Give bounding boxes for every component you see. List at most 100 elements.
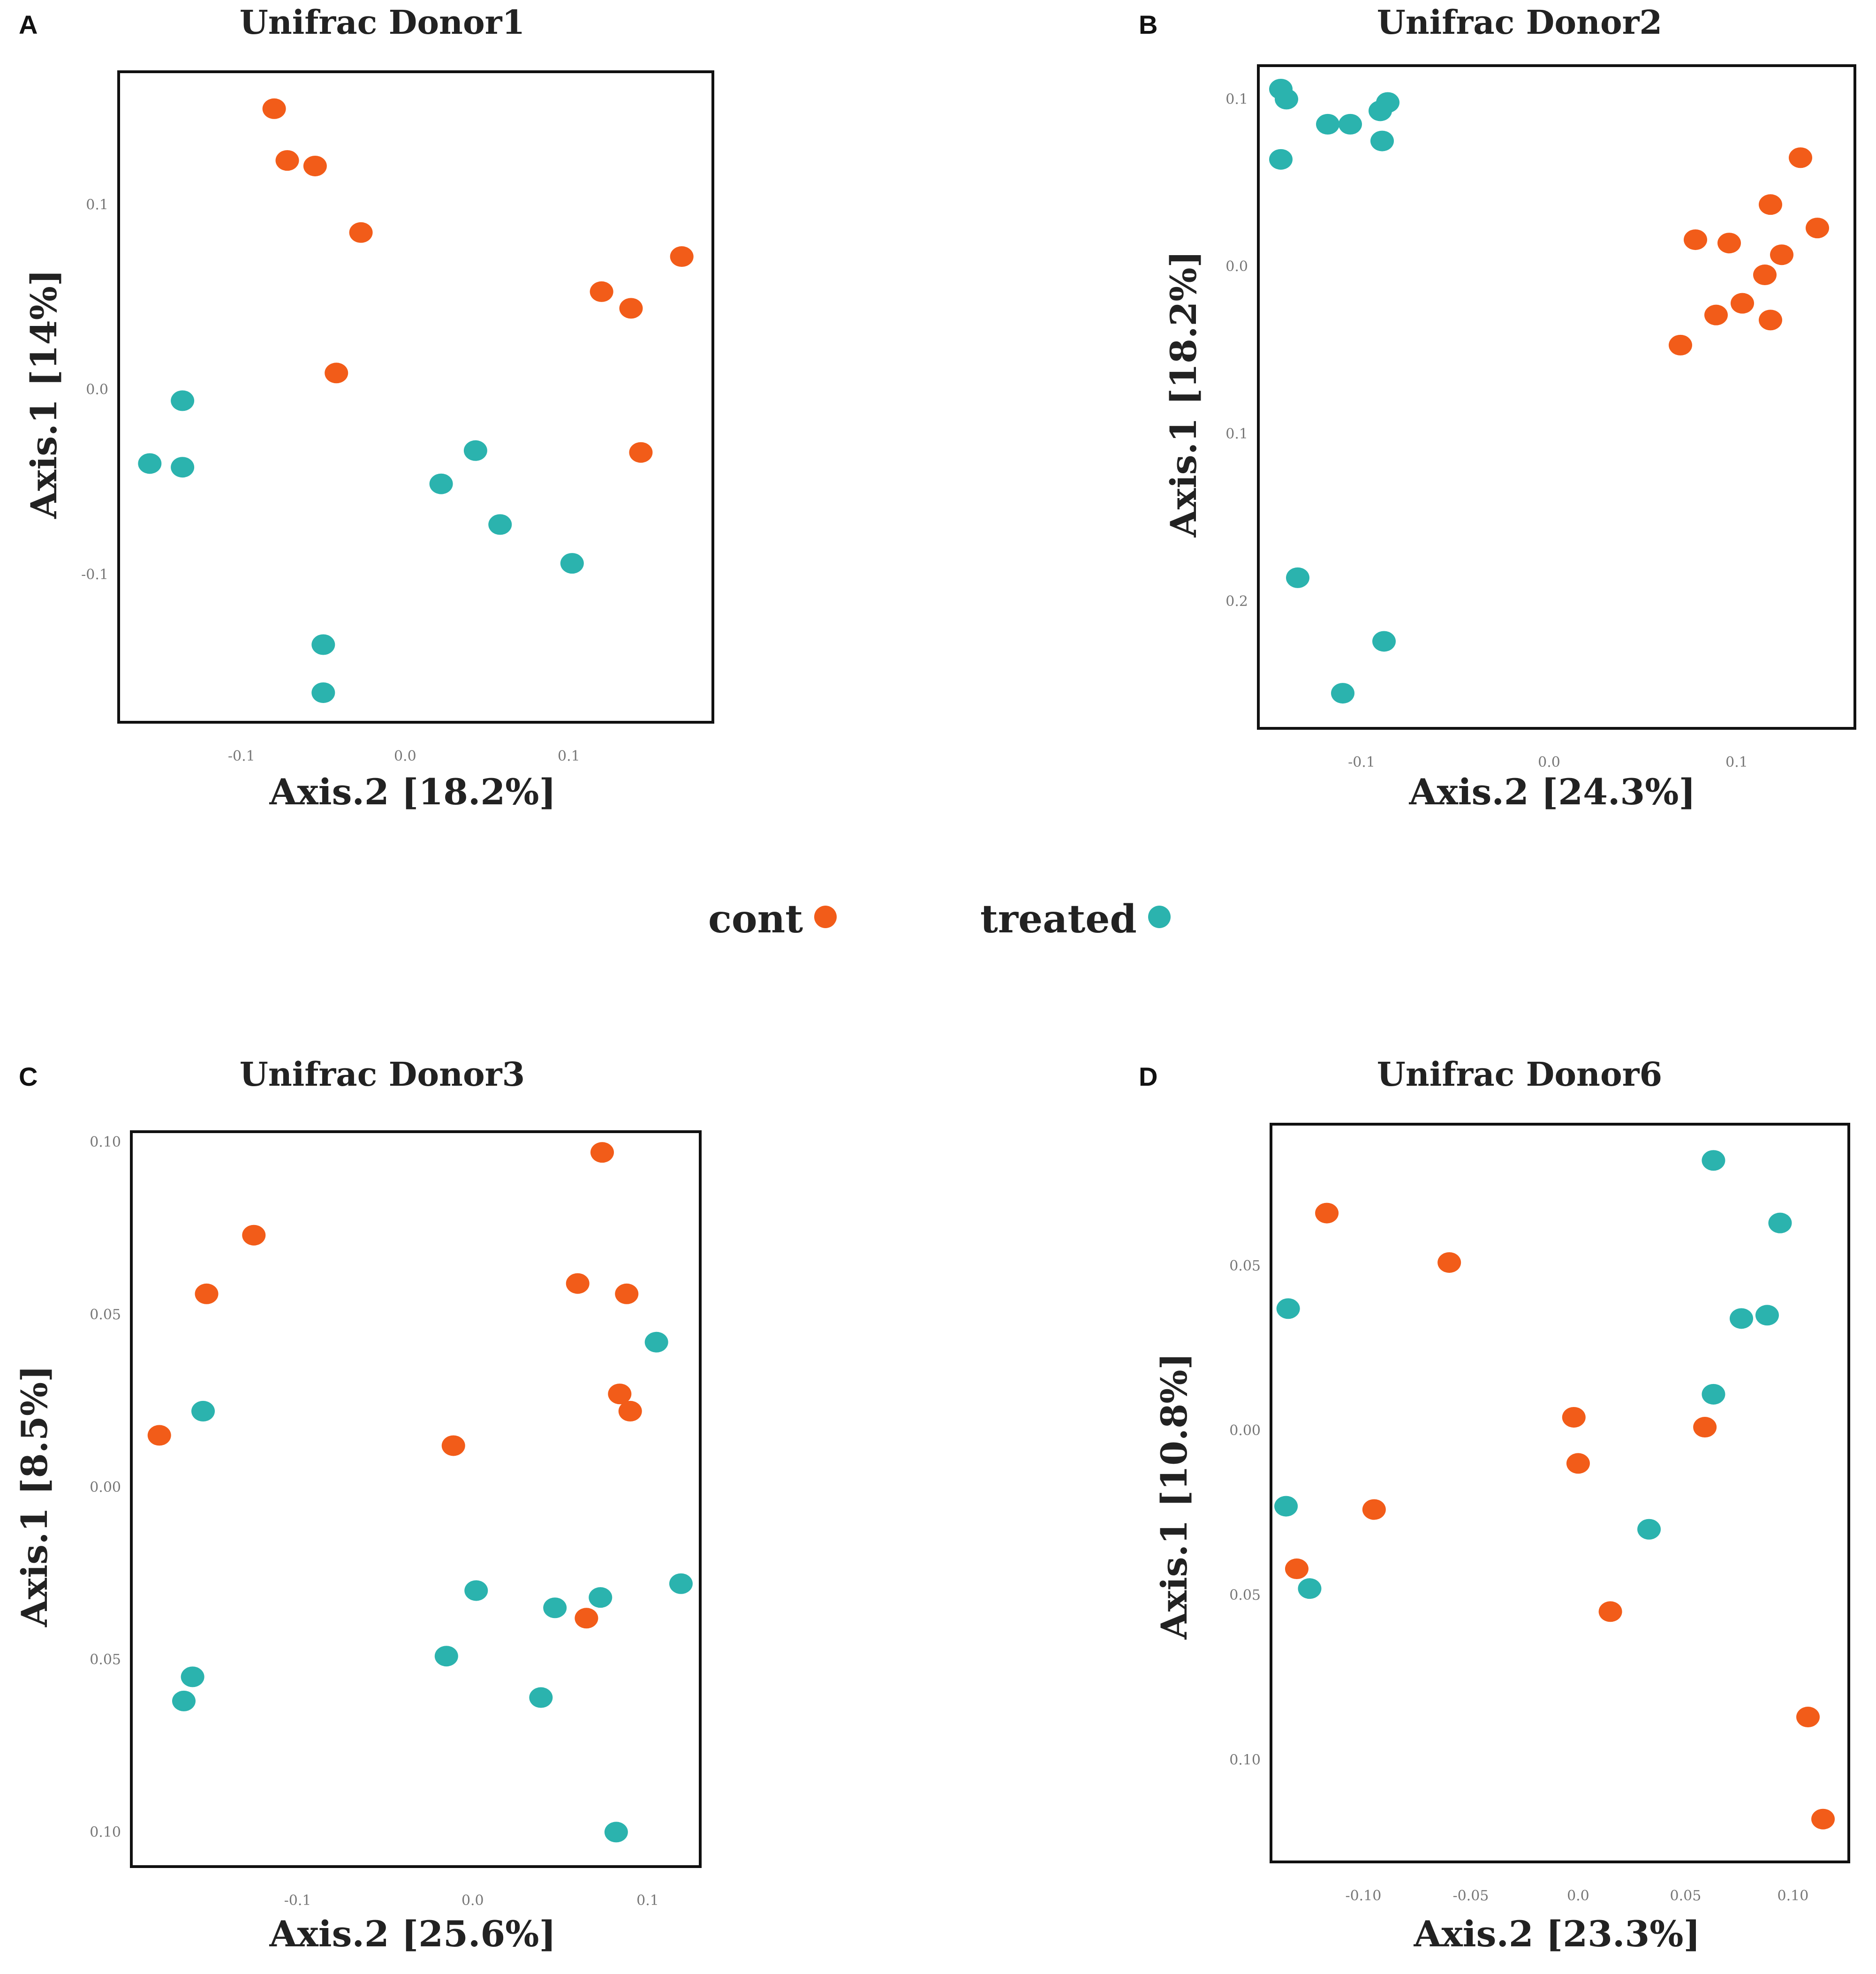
panel-d-y-axis-label: Axis.1 [10.8%] <box>1153 1353 1195 1640</box>
panel-c-point-treated <box>191 1400 215 1422</box>
panel-b-point-cont <box>1717 233 1741 254</box>
panel-c-point-cont <box>608 1384 632 1405</box>
panel-c-y-tick-label: 0.05 <box>90 1307 121 1323</box>
panel-b-point-cont <box>1759 310 1782 331</box>
panel-a-point-cont <box>275 150 299 171</box>
panel-b-x-tick-label: 0.0 <box>1538 754 1560 771</box>
panel-c-point-cont <box>615 1283 639 1304</box>
panel-a-point-cont <box>325 363 348 384</box>
panel-b-point-treated <box>1339 113 1362 135</box>
panel-a-x-axis-label: Axis.2 [18.2%] <box>269 771 556 813</box>
panel-a-y-tick-label: 0.0 <box>86 382 108 398</box>
panel-b-point-treated <box>1275 89 1298 110</box>
panel-d-x-ticks: -0.10 -0.05 0.0 0.05 0.10 <box>1345 1888 1808 1904</box>
panel-d-y-tick-label: 0.00 <box>1229 1422 1261 1439</box>
panel-a-points <box>138 98 694 703</box>
panel-d-point-cont <box>1598 1601 1622 1622</box>
panel-d-y-tick-label: 0.05 <box>1229 1258 1261 1274</box>
panel-c-point-cont <box>242 1225 266 1246</box>
panel-b-plot-frame <box>1257 64 1856 730</box>
panel-a-point-cont <box>590 281 613 302</box>
panel-d-point-treated <box>1702 1150 1725 1171</box>
panel-a-point-treated <box>171 457 195 478</box>
panel-b-point-treated <box>1269 149 1293 170</box>
panel-c-x-tick-label: -0.1 <box>284 1892 311 1909</box>
legend: cont treated <box>708 897 1171 942</box>
panel-d-point-cont <box>1362 1499 1386 1520</box>
legend-marker-cont <box>814 906 837 928</box>
panel-b-point-cont <box>1753 265 1777 286</box>
panel-c-point-cont <box>575 1608 598 1629</box>
panel-d-title: Unifrac Donor6 <box>1377 1055 1662 1094</box>
panel-b-points <box>1269 78 1829 704</box>
panel-a-x-tick-label: 0.1 <box>558 748 580 764</box>
panel-c-point-cont <box>195 1283 219 1304</box>
panel-c-y-axis-label: Axis.1 [8.5%] <box>14 1365 55 1627</box>
panel-b-point-cont <box>1770 244 1793 265</box>
panel-d-y-tick-label: 0.10 <box>1229 1752 1261 1768</box>
panel-b-point-cont <box>1684 229 1707 250</box>
panel-d-point-cont <box>1566 1453 1590 1474</box>
panel-d-point-cont <box>1796 1707 1820 1728</box>
panel-b-y-tick-label: 0.0 <box>1225 258 1248 275</box>
panel-d-point-treated <box>1298 1578 1322 1599</box>
panel-a-point-treated <box>560 553 584 574</box>
panel-d-point-cont <box>1562 1407 1586 1428</box>
panel-b-x-tick-label: 0.1 <box>1725 754 1748 771</box>
panel-c-point-treated <box>604 1822 628 1843</box>
panel-b-point-cont <box>1704 304 1728 325</box>
panel-c: C Unifrac Donor3 -0.1 0.0 0.1 0.10 0.05 0.00… <box>14 1055 702 1955</box>
panel-d-point-cont <box>1315 1203 1339 1224</box>
panel-d-point-treated <box>1274 1496 1298 1517</box>
panel-b-letter: B <box>1139 10 1157 39</box>
panel-c-point-treated <box>464 1580 488 1601</box>
panel-d-y-ticks: 0.05 0.00 0.05 0.10 <box>1229 1258 1261 1768</box>
panel-a-point-cont <box>670 246 694 267</box>
panel-b-point-treated <box>1372 631 1396 652</box>
panel-d-point-treated <box>1755 1305 1779 1326</box>
panel-d-point-treated <box>1276 1298 1300 1319</box>
panel-d-point-cont <box>1437 1252 1461 1273</box>
legend-label-cont: cont <box>708 897 803 942</box>
panel-d-letter: D <box>1139 1062 1157 1091</box>
panel-a-point-treated <box>488 514 512 535</box>
panel-a-point-treated <box>463 440 487 461</box>
panel-d-point-treated <box>1702 1384 1725 1405</box>
panel-d-x-tick-label: 0.0 <box>1567 1888 1589 1904</box>
panel-a-point-treated <box>429 473 453 494</box>
panel-a-point-treated <box>311 634 335 655</box>
panel-a-point-cont <box>629 442 653 463</box>
panel-b-point-treated <box>1316 113 1339 135</box>
panel-d-plot-frame <box>1270 1123 1850 1863</box>
panel-a-y-tick-label: -0.1 <box>81 567 108 583</box>
panel-a-point-treated <box>311 682 335 703</box>
panel-a-title: Unifrac Donor1 <box>240 3 525 42</box>
panel-a-y-ticks: 0.1 0.0 -0.1 <box>81 197 108 583</box>
panel-d: D Unifrac Donor6 -0.10 -0.05 0.0 0.05 0.10 0… <box>1139 1055 1850 1955</box>
panel-c-point-treated <box>669 1573 693 1594</box>
panel-d-y-tick-label: 0.05 <box>1229 1587 1261 1603</box>
panel-d-point-treated <box>1768 1212 1792 1233</box>
panel-b: B Unifrac Donor2 -0.1 0.0 0.1 0.1 0.0 0.1 0.2… <box>1139 3 1856 813</box>
panel-b-y-tick-label: 0.1 <box>1225 426 1248 442</box>
panel-b-y-tick-label: 0.2 <box>1225 593 1248 610</box>
panel-c-point-cont <box>590 1142 614 1163</box>
panel-a-point-treated <box>171 390 195 411</box>
legend-label-treated: treated <box>980 897 1137 942</box>
panel-c-point-treated <box>589 1587 613 1608</box>
panel-b-y-tick-label: 0.1 <box>1225 91 1248 107</box>
panel-a-y-axis-label: Axis.1 [14%] <box>23 269 65 519</box>
panel-d-x-tick-label: -0.10 <box>1345 1888 1381 1904</box>
panel-b-x-tick-label: -0.1 <box>1348 754 1375 771</box>
panel-c-points <box>147 1142 693 1843</box>
panel-c-point-treated <box>172 1690 196 1711</box>
panel-a-x-tick-label: -0.1 <box>228 748 255 764</box>
panel-b-point-treated <box>1331 683 1354 704</box>
panel-c-y-tick-label: 0.00 <box>90 1479 121 1496</box>
panel-d-points <box>1274 1150 1835 1830</box>
panel-c-x-ticks: -0.1 0.0 0.1 <box>284 1892 659 1909</box>
panel-d-point-treated <box>1637 1519 1661 1540</box>
panel-c-point-cont <box>618 1400 642 1422</box>
panel-b-point-treated <box>1370 130 1394 151</box>
